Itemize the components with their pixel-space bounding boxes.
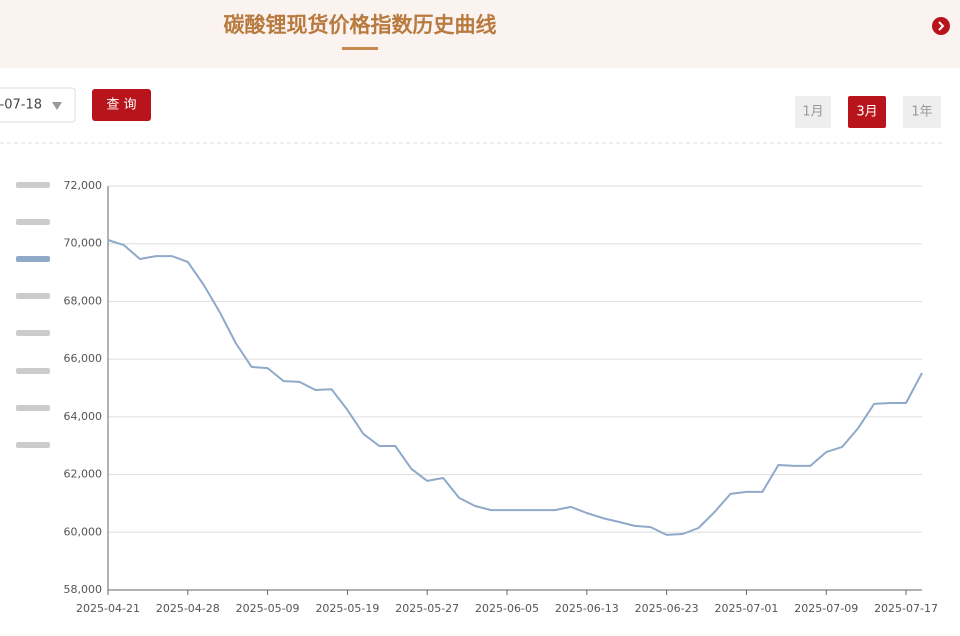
plot: 58,000 60,000 62,000 64,000 66,000 68,000 70,0… (64, 179, 939, 615)
date-value: 2025-07-18 (0, 98, 42, 113)
x-tick-label: 2025-07-01 (714, 602, 778, 615)
query-button[interactable] (92, 89, 151, 121)
marker (16, 330, 50, 336)
y-tick-label: 64,000 (64, 410, 103, 423)
x-tick-label: 2025-05-19 (315, 602, 379, 615)
x-tick-label: 2025-04-21 (76, 602, 140, 615)
x-tick-label: 2025-05-09 (236, 602, 300, 615)
next-icon[interactable] (932, 17, 950, 35)
y-tick-label: 70,000 (64, 237, 103, 250)
marker (16, 219, 50, 225)
y-tick-label: 66,000 (64, 352, 103, 365)
range-label: 3月 (856, 105, 877, 120)
marker (16, 405, 50, 411)
x-tick-label: 2025-07-09 (794, 602, 858, 615)
marker (16, 368, 50, 374)
x-tick-label: 2025-07-17 (874, 602, 938, 615)
y-tick-label: 68,000 (64, 294, 103, 307)
dropdown-arrow (52, 102, 62, 110)
range-tab[interactable] (795, 96, 831, 128)
y-tick-label: 60,000 (64, 525, 103, 538)
x-tick-label: 2025-06-23 (635, 602, 699, 615)
range-label: 1月 (802, 105, 823, 120)
marker (16, 182, 50, 188)
range-tab[interactable] (903, 96, 941, 128)
x-tick-label: 2025-04-28 (156, 602, 220, 615)
header-band (0, 0, 960, 68)
marker (16, 256, 50, 262)
date-select[interactable] (0, 87, 76, 123)
range-label: 1年 (911, 105, 932, 120)
query-label: 查 询 (106, 98, 136, 113)
y-tick-label: 58,000 (64, 583, 103, 596)
page-title: 碳酸锂现货价格指数历史曲线 (224, 13, 497, 37)
price-line (107, 239, 923, 536)
x-tick-label: 2025-05-27 (395, 602, 459, 615)
range-tab-active[interactable] (848, 96, 886, 128)
y-tick-label: 62,000 (64, 468, 103, 481)
x-tick-label: 2025-06-13 (555, 602, 619, 615)
marker (16, 442, 50, 448)
y-tick-label: 72,000 (64, 179, 103, 192)
x-tick-label: 2025-06-05 (475, 602, 539, 615)
side-markers (16, 182, 50, 448)
next-arrow (938, 21, 945, 31)
title-underline (342, 47, 378, 50)
marker (16, 293, 50, 299)
